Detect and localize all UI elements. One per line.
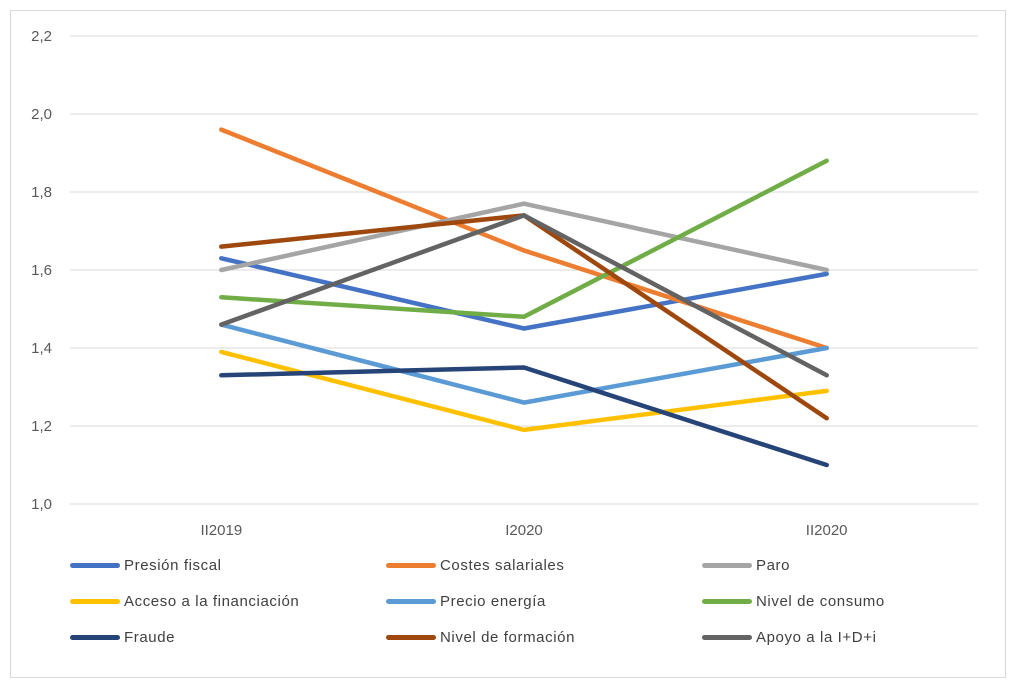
series-line [219, 322, 829, 405]
legend-swatch [386, 562, 436, 568]
chart-frame [10, 10, 1006, 678]
legend-item: Apoyo a la I+D+i [702, 626, 970, 648]
x-tick-label: II2020 [806, 522, 848, 539]
legend-item: Costes salariales [386, 554, 702, 576]
legend-item: Presión fiscal [70, 554, 386, 576]
y-tick-label: 2,2 [31, 28, 52, 45]
legend-label: Nivel de consumo [756, 592, 885, 610]
legend-swatch [70, 562, 120, 568]
series-line [219, 158, 829, 320]
legend-item: Fraude [70, 626, 386, 648]
legend-label: Nivel de formación [440, 628, 576, 646]
legend-item: Nivel de formación [386, 626, 702, 648]
y-tick-label: 1,2 [31, 418, 52, 435]
legend-swatch [386, 634, 436, 640]
legend-label: Apoyo a la I+D+i [756, 628, 877, 646]
x-tick-label: II2019 [200, 522, 242, 539]
legend-label: Fraude [124, 628, 176, 646]
x-tick-label: I2020 [505, 522, 543, 539]
legend-swatch [702, 598, 752, 604]
legend: Presión fiscal Costes salariales Paro Ac… [70, 554, 970, 648]
gridlines [70, 35, 978, 505]
legend-label: Paro [756, 556, 791, 574]
y-tick-label: 1,8 [31, 184, 52, 201]
series-line [219, 349, 829, 433]
y-tick-label: 1,0 [31, 496, 52, 513]
legend-item: Precio energía [386, 590, 702, 612]
series-line [219, 201, 829, 273]
y-tick-label: 2,0 [31, 106, 52, 123]
y-axis-ticks: 1,0 1,2 1,4 1,6 1,8 2,0 2,2 [31, 28, 52, 513]
legend-item: Acceso a la financiación [70, 590, 386, 612]
y-tick-label: 1,6 [31, 262, 52, 279]
series-line [219, 256, 829, 331]
y-tick-label: 1,4 [31, 340, 52, 357]
x-axis-ticks: II2019 I2020 II2020 [200, 522, 847, 539]
legend-swatch [386, 598, 436, 604]
legend-label: Presión fiscal [124, 556, 222, 574]
legend-swatch [70, 598, 120, 604]
legend-swatch [702, 634, 752, 640]
legend-label: Costes salariales [440, 556, 565, 574]
legend-item: Nivel de consumo [702, 590, 970, 612]
legend-item: Paro [702, 554, 970, 576]
series-lines [219, 127, 829, 468]
series-line [219, 127, 829, 351]
legend-swatch [70, 634, 120, 640]
series-line [219, 213, 829, 378]
legend-swatch [702, 562, 752, 568]
legend-label: Precio energía [440, 592, 546, 610]
legend-label: Acceso a la financiación [124, 592, 300, 610]
series-line [219, 365, 829, 468]
